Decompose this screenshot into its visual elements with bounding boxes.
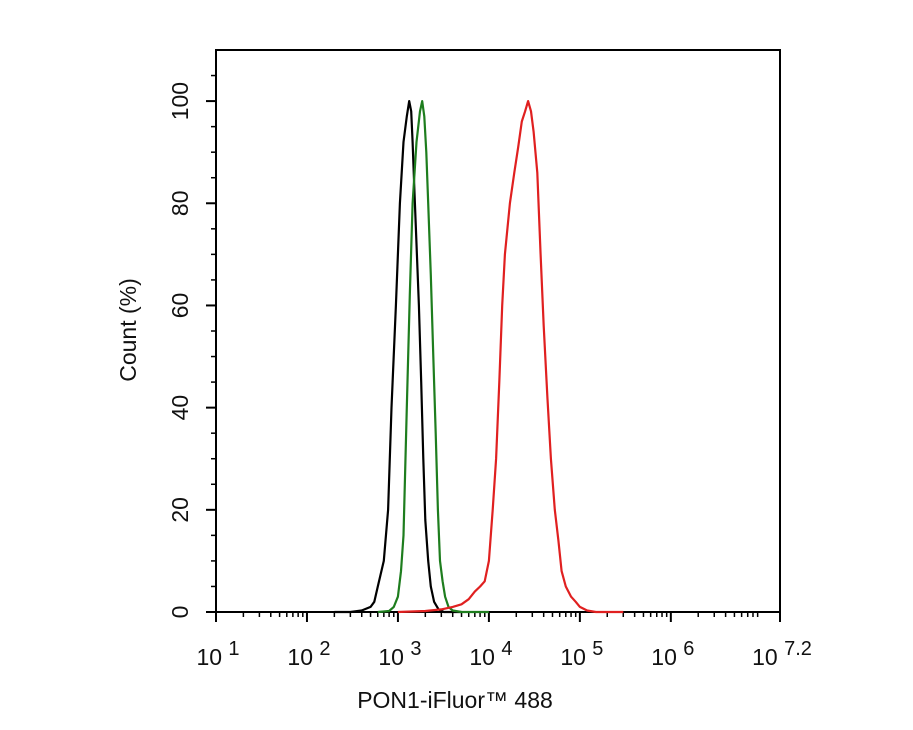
y-tick-label: 0 bbox=[167, 606, 193, 619]
plot-frame bbox=[215, 49, 781, 613]
y-axis-ticks: 0 20 40 60 80 100 bbox=[167, 82, 216, 618]
y-axis-title: Count (%) bbox=[115, 278, 141, 382]
x-tick-label: 10 4 bbox=[469, 638, 512, 670]
x-tick-label: 10 6 bbox=[651, 638, 694, 670]
y-tick-label: 20 bbox=[167, 497, 193, 523]
x-tick-label: 10 7.2 bbox=[752, 638, 812, 670]
y-tick-label: 80 bbox=[167, 190, 193, 216]
x-axis-ticks: 10 1 10 2 10 3 10 4 10 5 10 6 10 7.2 bbox=[196, 612, 812, 670]
histogram-series-2 bbox=[377, 100, 489, 614]
y-minor-ticks bbox=[211, 74, 216, 588]
y-tick-label: 60 bbox=[167, 293, 193, 319]
histogram-series-1 bbox=[334, 100, 462, 614]
x-axis-title: PON1-iFluor™ 488 bbox=[357, 687, 553, 713]
x-tick-label: 10 2 bbox=[287, 638, 330, 670]
histogram-series-3 bbox=[397, 100, 624, 614]
x-tick-label: 10 3 bbox=[378, 638, 421, 670]
x-tick-label: 10 1 bbox=[196, 638, 239, 670]
y-tick-label: 40 bbox=[167, 395, 193, 421]
x-minor-ticks bbox=[242, 612, 759, 617]
y-tick-label: 100 bbox=[167, 82, 193, 120]
x-tick-label: 10 5 bbox=[560, 638, 603, 670]
histogram-series bbox=[334, 100, 624, 614]
